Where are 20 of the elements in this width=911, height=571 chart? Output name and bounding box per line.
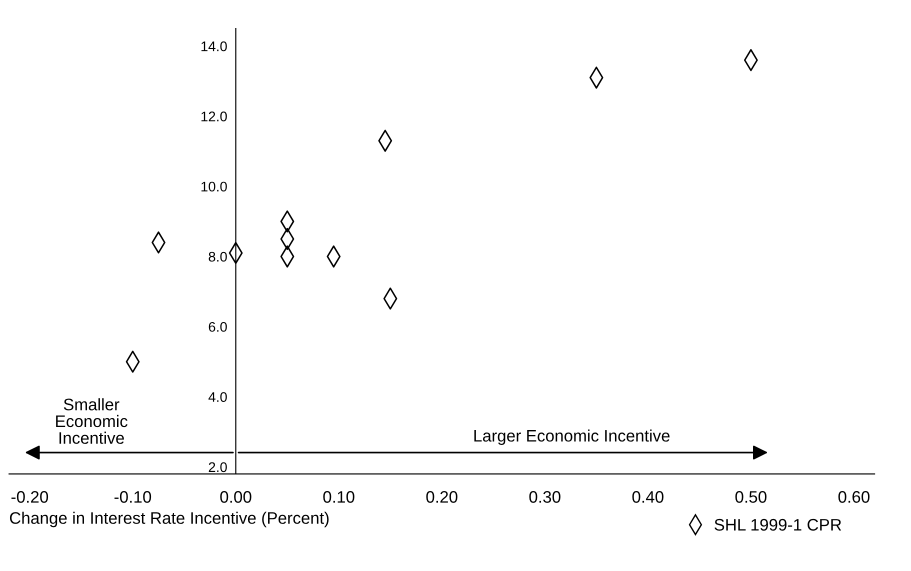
x-tick-label: -0.10 bbox=[114, 491, 152, 503]
y-tick-label: 4.0 bbox=[208, 392, 227, 402]
y-tick-label: 10.0 bbox=[201, 182, 227, 192]
y-tick-label: 8.0 bbox=[208, 252, 227, 262]
annotation: Larger Economic Incentive bbox=[474, 429, 670, 445]
x-tick-label: 0.50 bbox=[735, 491, 766, 503]
annotation: Smaller Economic Incentive bbox=[56, 398, 128, 444]
x-tick-label: 0.30 bbox=[529, 491, 560, 503]
x-tick-label: -0.20 bbox=[11, 491, 48, 503]
x-tick-label: 0.20 bbox=[426, 491, 458, 503]
x-tick-label: 0.00 bbox=[220, 491, 252, 503]
x-axis-title: Change in Interest Rate Incentive (Percent) bbox=[10, 512, 329, 528]
y-tick-label: 14.0 bbox=[201, 41, 227, 52]
x-tick-label: 0.60 bbox=[838, 491, 870, 503]
y-tick-label: 6.0 bbox=[208, 322, 227, 332]
y-tick-label: 12.0 bbox=[201, 112, 227, 122]
y-tick-label: 2.0 bbox=[208, 462, 227, 472]
x-tick-label: 0.40 bbox=[632, 491, 664, 503]
x-tick-label: 0.10 bbox=[323, 491, 354, 503]
legend-label: SHL 1999-1 CPR bbox=[714, 518, 842, 531]
